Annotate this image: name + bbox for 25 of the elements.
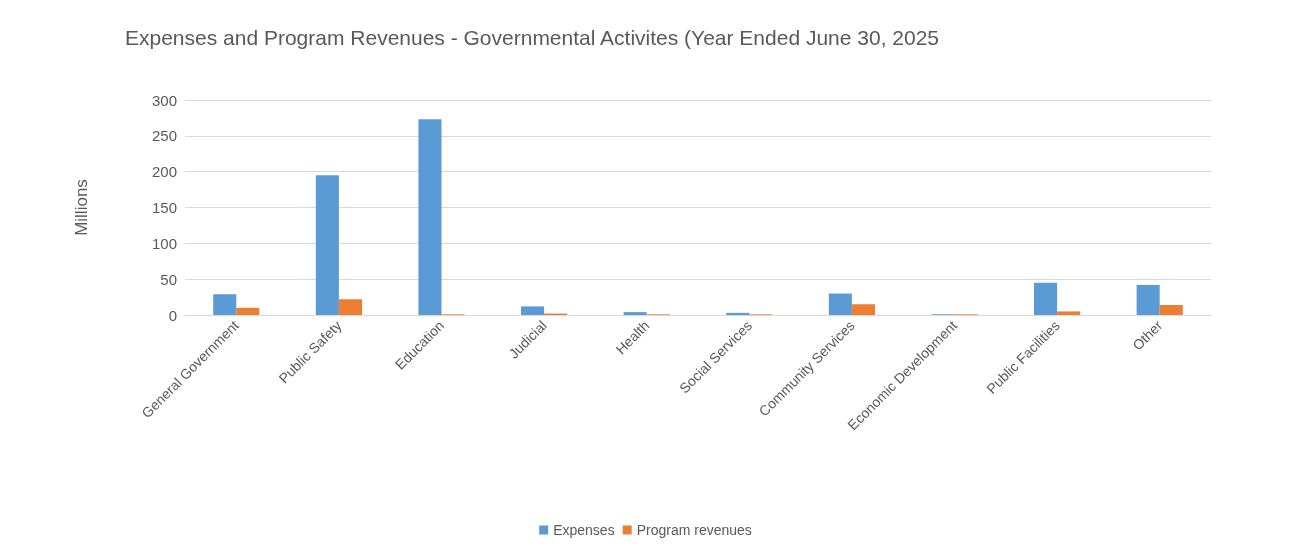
y-tick-label: 50 [160, 270, 177, 288]
bar [338, 299, 362, 315]
bar [236, 307, 260, 315]
legend-label: Expenses [553, 522, 615, 538]
bar [315, 175, 339, 315]
bar [418, 119, 442, 315]
y-tick-label: 100 [151, 234, 177, 252]
bar [828, 293, 852, 315]
bar [851, 304, 875, 315]
chart-title: Expenses and Program Revenues - Governmental Activites (Year Ended June 30, 2025 [125, 26, 940, 49]
bar [1136, 284, 1160, 315]
bar [213, 294, 237, 315]
bar [623, 312, 647, 315]
y-axis-title: Millions [72, 179, 91, 236]
y-tick-label: 0 [168, 306, 177, 324]
y-tick-label: 150 [151, 199, 177, 216]
y-tick-label: 200 [151, 163, 177, 181]
bar [1057, 311, 1081, 315]
bar [521, 306, 545, 315]
legend-label: Program revenues [636, 522, 752, 538]
bar [1034, 282, 1058, 315]
y-tick-label: 300 [151, 91, 177, 109]
bar [726, 312, 750, 315]
bar [1159, 304, 1183, 315]
y-tick-label: 250 [151, 127, 177, 145]
